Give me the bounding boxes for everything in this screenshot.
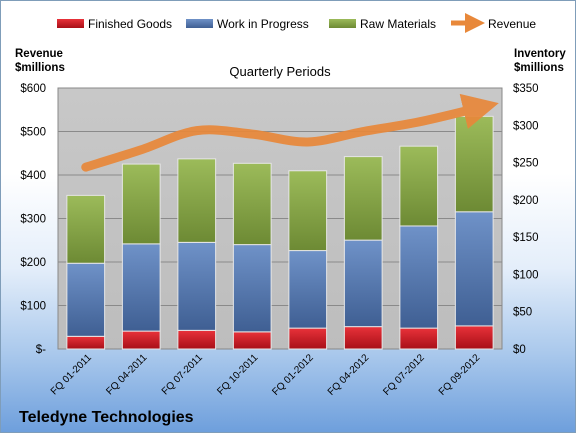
bar-raw-materials xyxy=(232,162,272,246)
bar-finished-goods xyxy=(343,326,383,350)
revenue-line-layer xyxy=(81,93,499,172)
left-axis-ticks: $- $100 $200 $300 $400 $500 $600 xyxy=(20,83,46,356)
legend-swatch-work-in-progress xyxy=(186,19,213,28)
bar-raw-materials xyxy=(454,115,494,213)
chart-title: Quarterly Periods xyxy=(229,64,331,79)
revenue-line xyxy=(81,93,499,172)
bar-work-in-progress xyxy=(177,241,217,331)
bar-finished-goods xyxy=(232,331,272,350)
x-tick-label: FQ 01-2011 xyxy=(49,352,94,397)
legend: Finished Goods Work in Progress Raw Mate… xyxy=(57,13,536,33)
right-axis-label-line2: $millions xyxy=(514,62,564,74)
right-tick-label: $200 xyxy=(513,195,539,207)
bar-finished-goods xyxy=(177,329,217,350)
left-tick-label: $400 xyxy=(20,170,46,182)
left-tick-label: $600 xyxy=(20,83,46,95)
x-tick-label: FQ 04-2012 xyxy=(326,352,372,398)
bar-raw-materials xyxy=(288,170,328,252)
bar-work-in-progress xyxy=(66,262,106,337)
legend-label-raw-materials: Raw Materials xyxy=(360,17,436,31)
right-tick-label: $0 xyxy=(513,344,526,356)
left-tick-label: $- xyxy=(36,344,46,356)
bar-work-in-progress xyxy=(232,244,272,333)
left-tick-label: $300 xyxy=(20,214,46,226)
x-tick-label: FQ 09-2012 xyxy=(437,352,483,398)
right-axis-label-line1: Inventory xyxy=(514,48,566,60)
left-tick-label: $200 xyxy=(20,257,46,269)
bar-raw-materials xyxy=(66,194,106,264)
right-tick-label: $300 xyxy=(513,120,539,132)
bar-work-in-progress xyxy=(343,239,383,328)
right-tick-label: $350 xyxy=(513,83,539,95)
legend-swatch-finished-goods xyxy=(57,19,84,28)
bar-finished-goods xyxy=(288,327,328,350)
x-tick-label: FQ 01-2012 xyxy=(270,352,316,398)
bar-raw-materials xyxy=(177,158,217,243)
bar-finished-goods xyxy=(121,330,161,350)
left-axis-label-line1: Revenue xyxy=(15,48,63,60)
right-tick-label: $100 xyxy=(513,269,539,281)
left-tick-label: $500 xyxy=(20,127,46,139)
right-tick-label: $150 xyxy=(513,232,539,244)
legend-label-finished-goods: Finished Goods xyxy=(88,17,172,31)
bar-work-in-progress xyxy=(399,225,439,329)
x-tick-label: FQ 07-2011 xyxy=(160,352,205,397)
bar-finished-goods xyxy=(66,335,106,350)
bar-work-in-progress xyxy=(121,243,161,332)
legend-label-revenue: Revenue xyxy=(488,17,536,31)
right-axis-ticks: $0 $50 $100 $150 $200 $250 $300 $350 xyxy=(513,83,539,356)
right-tick-label: $50 xyxy=(513,307,532,319)
bar-raw-materials xyxy=(121,163,161,245)
bar-stacks xyxy=(66,115,494,350)
x-tick-label: FQ 10-2011 xyxy=(215,352,260,397)
legend-swatch-raw-materials xyxy=(329,19,356,28)
company-name: Teledyne Technologies xyxy=(19,409,194,426)
bar-finished-goods xyxy=(454,325,494,350)
right-tick-label: $250 xyxy=(513,158,539,170)
bar-raw-materials xyxy=(343,156,383,241)
legend-label-work-in-progress: Work in Progress xyxy=(217,17,309,31)
left-tick-label: $100 xyxy=(20,301,46,313)
left-axis-label-line2: $millions xyxy=(15,62,65,74)
bar-raw-materials xyxy=(399,145,439,227)
bar-work-in-progress xyxy=(454,211,494,327)
x-axis-ticks: FQ 01-2011 FQ 04-2011 FQ 07-2011 FQ 10-2011… xyxy=(49,352,483,398)
x-tick-label: FQ 04-2011 xyxy=(104,352,149,397)
x-tick-label: FQ 07-2012 xyxy=(381,352,427,398)
bar-finished-goods xyxy=(399,327,439,350)
bar-work-in-progress xyxy=(288,250,328,329)
